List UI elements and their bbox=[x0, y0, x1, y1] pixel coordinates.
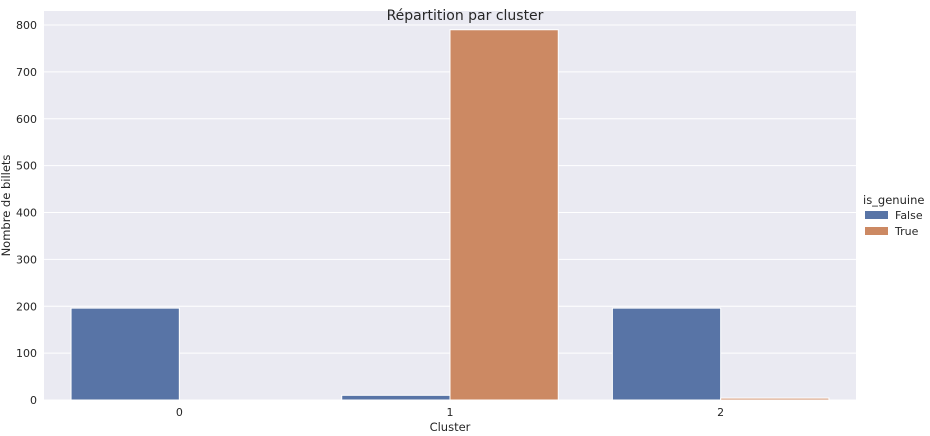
legend-swatch-true bbox=[865, 227, 888, 235]
y-tick-label: 0 bbox=[30, 394, 37, 407]
bar-2-true bbox=[720, 397, 830, 401]
y-tick-label: 500 bbox=[16, 160, 37, 173]
legend-label-false: False bbox=[895, 209, 923, 222]
y-tick-label: 100 bbox=[16, 347, 37, 360]
y-tick-label: 400 bbox=[16, 207, 37, 220]
x-axis-label: Cluster bbox=[430, 420, 471, 432]
y-tick-label: 300 bbox=[16, 253, 37, 266]
y-tick-label: 200 bbox=[16, 300, 37, 313]
legend-items: False True bbox=[865, 209, 923, 238]
bars bbox=[70, 29, 830, 401]
legend-label-true: True bbox=[894, 225, 919, 238]
bar-1-false bbox=[341, 394, 451, 401]
bar-1-true bbox=[449, 29, 559, 401]
x-axis-ticks: 0 1 2 bbox=[176, 406, 724, 419]
y-tick-label: 600 bbox=[16, 113, 37, 126]
y-axis-label: Nombre de billets bbox=[0, 155, 13, 257]
bar-2-false bbox=[611, 307, 722, 401]
legend-swatch-false bbox=[865, 211, 888, 219]
x-tick-label: 2 bbox=[717, 406, 724, 419]
legend-title: is_genuine bbox=[863, 193, 924, 207]
chart-title: Répartition par cluster bbox=[387, 8, 544, 24]
x-tick-label: 0 bbox=[176, 406, 183, 419]
y-axis-ticks: 0 100 200 300 400 500 600 700 800 bbox=[16, 19, 37, 407]
y-tick-label: 700 bbox=[16, 66, 37, 79]
x-tick-label: 1 bbox=[447, 406, 454, 419]
y-tick-label: 800 bbox=[16, 19, 37, 32]
bar-0-false bbox=[70, 307, 180, 401]
legend: is_genuine False True bbox=[863, 193, 924, 238]
